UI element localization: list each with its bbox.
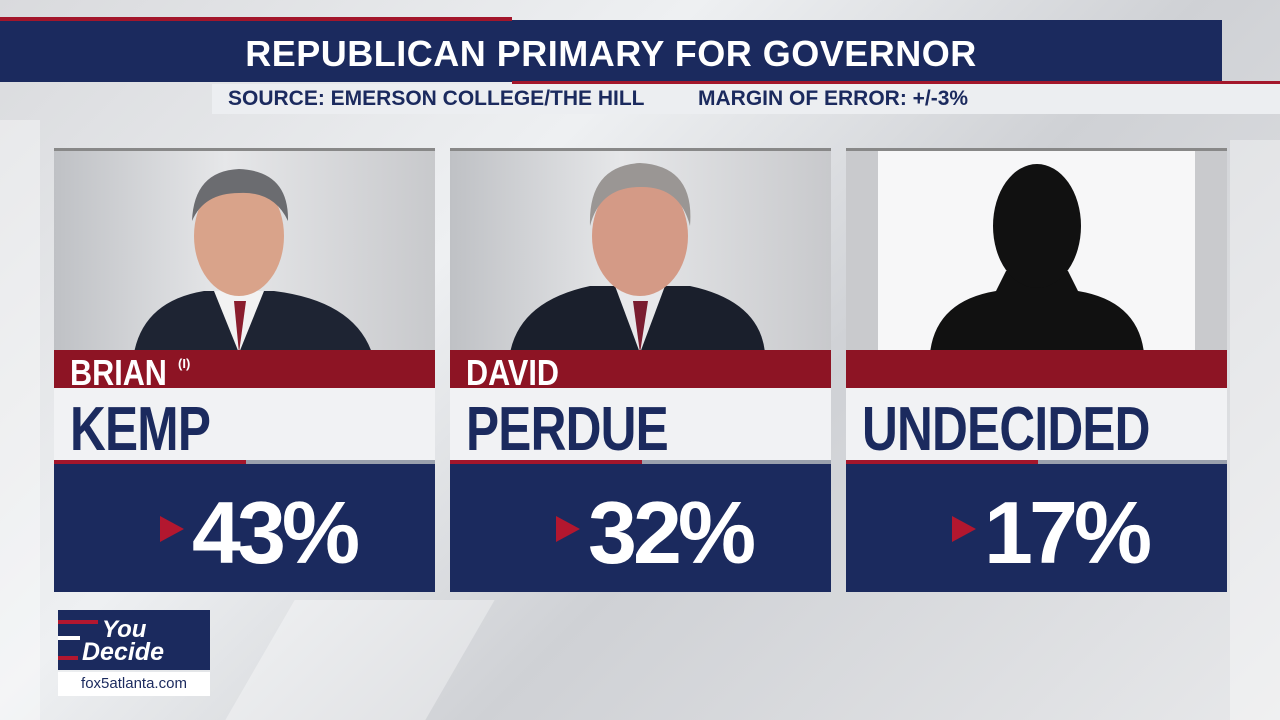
separator [846, 460, 1227, 464]
last-name: UNDECIDED [862, 395, 1150, 464]
percent: 17% [984, 483, 1152, 582]
separator [54, 460, 435, 464]
last-name: KEMP [70, 395, 211, 464]
accent [512, 81, 1280, 85]
margin-of-error: MARGIN OF ERROR: +/-3% [698, 87, 969, 110]
percent: 43% [192, 483, 360, 582]
percent-box: 17% [846, 464, 1227, 592]
portrait [510, 163, 765, 350]
accent [58, 636, 80, 640]
arrow [160, 516, 184, 542]
logo: You Decide fox5atlanta.com [58, 610, 210, 696]
separator [450, 460, 831, 464]
first-name-bar: DAVID [450, 350, 831, 393]
accent [58, 656, 78, 660]
logo-url: fox5atlanta.com [58, 672, 210, 696]
last-name-bar: UNDECIDED [846, 388, 1227, 464]
background-shape [225, 600, 495, 720]
background-shape [0, 120, 40, 720]
first-name: BRIAN [70, 352, 167, 393]
first-name: DAVID [466, 352, 559, 393]
candidate-card: BRIAN (I) KEMP 43% [54, 148, 435, 592]
candidate-card: UNDECIDED 17% [846, 148, 1227, 592]
photo [450, 148, 831, 350]
last-name: PERDUE [466, 395, 669, 464]
percent: 32% [588, 483, 756, 582]
accent [58, 620, 98, 624]
photo [54, 148, 435, 350]
portrait [134, 169, 371, 350]
background-shape [1230, 140, 1280, 720]
arrow [952, 516, 976, 542]
incumbent-mark: (I) [178, 356, 191, 371]
first-name-bar [846, 350, 1227, 388]
last-name-bar: KEMP [54, 388, 435, 464]
logo-box: You Decide [58, 610, 210, 670]
silhouette [930, 164, 1144, 350]
logo-line1: You [102, 616, 147, 643]
source: SOURCE: EMERSON COLLEGE/THE HILL [228, 87, 645, 110]
percent-box: 32% [450, 464, 831, 592]
candidate-card: DAVID PERDUE 32% [450, 148, 831, 592]
first-name-bar: BRIAN (I) [54, 350, 435, 393]
arrow [556, 516, 580, 542]
title-bar: REPUBLICAN PRIMARY FOR GOVERNOR [0, 17, 1280, 85]
title: REPUBLICAN PRIMARY FOR GOVERNOR [245, 33, 977, 74]
accent [0, 17, 512, 21]
logo-line2: Decide [82, 638, 164, 666]
percent-box: 43% [54, 464, 435, 592]
last-name-bar: PERDUE [450, 388, 831, 464]
photo [846, 148, 1227, 350]
subtitle-bar: SOURCE: EMERSON COLLEGE/THE HILL MARGIN … [212, 84, 1280, 114]
